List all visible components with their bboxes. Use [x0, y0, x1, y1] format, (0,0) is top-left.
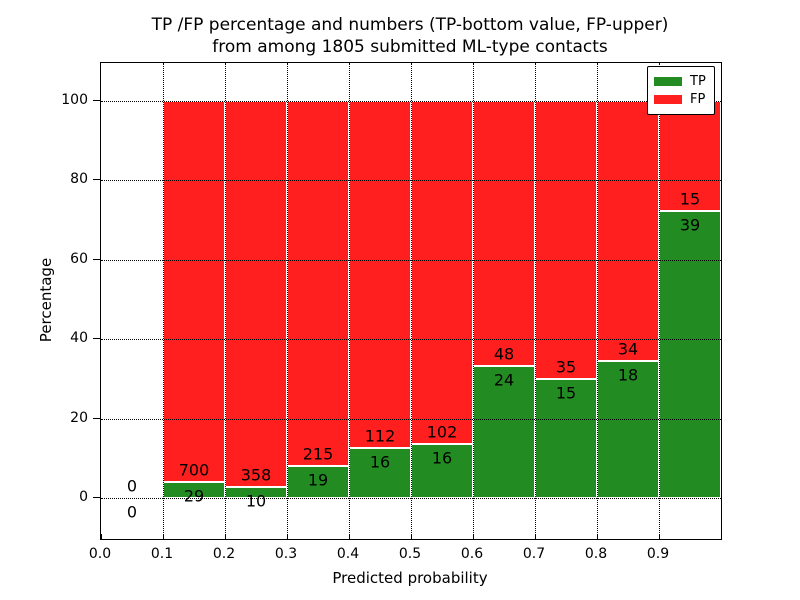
y-gridline [101, 180, 721, 182]
x-tick-label: 0.7 [522, 546, 546, 562]
fp-bar-segment [225, 101, 287, 488]
fp-count-label: 35 [555, 357, 577, 377]
x-gridline [473, 63, 474, 539]
fp-bar-segment [349, 101, 411, 449]
x-tick [659, 534, 660, 539]
y-tick [93, 100, 100, 101]
x-tick-label: 0.1 [150, 546, 174, 562]
tp-count-label: 16 [431, 448, 453, 468]
y-gridline [101, 418, 721, 420]
x-tick-label: 0.3 [274, 546, 298, 562]
y-tick-label: 100 [61, 92, 88, 108]
fp-bar-segment [473, 101, 535, 366]
tp-bar-segment [287, 465, 349, 498]
x-tick [163, 534, 164, 539]
tp-count-label: 0 [126, 502, 138, 522]
y-tick [93, 417, 100, 419]
x-tick [473, 534, 474, 539]
x-gridline [287, 63, 288, 539]
y-gridline [101, 339, 721, 341]
x-tick [349, 534, 350, 539]
tp-legend-swatch [654, 76, 682, 86]
tp-count-label: 16 [369, 452, 391, 472]
fp-legend-label: FP [690, 92, 706, 108]
x-tick-label: 0.0 [88, 546, 112, 562]
x-tick-label: 0.5 [398, 546, 422, 562]
x-gridline [163, 63, 164, 539]
x-tick-label: 0.2 [212, 546, 236, 562]
y-tick-label: 0 [79, 489, 88, 505]
chart-title-line1: TP /FP percentage and numbers (TP-bottom… [151, 15, 669, 35]
x-gridline [225, 63, 226, 539]
y-tick [93, 338, 100, 340]
y-gridline [101, 259, 721, 261]
plot-area: 0 0 700 29 358 10 215 19 112 16 102 16 48 24 35 15 34 18 1… [100, 62, 722, 540]
fp-count-label: 215 [302, 444, 334, 464]
x-tick [225, 534, 226, 539]
tp-count-label: 18 [617, 365, 639, 385]
y-gridline [101, 101, 721, 102]
y-tick-label: 60 [70, 250, 88, 267]
x-gridline [597, 63, 598, 539]
fp-count-label: 700 [178, 460, 210, 480]
x-tick-label: 0.4 [336, 546, 360, 562]
x-tick [411, 534, 412, 539]
fp-count-label: 358 [240, 465, 272, 485]
tp-bar-segment [349, 448, 411, 498]
x-gridline [535, 63, 536, 539]
x-tick [101, 534, 102, 539]
y-tick [93, 179, 100, 181]
x-axis-label: Predicted probability [332, 569, 488, 587]
y-tick-label: 40 [70, 330, 88, 347]
tp-count-label: 24 [493, 370, 515, 390]
tp-count-label: 19 [307, 470, 329, 490]
x-gridline [411, 63, 412, 539]
fp-count-label: 34 [617, 339, 639, 359]
fp-count-label: 0 [126, 476, 138, 496]
legend: TP FP [647, 66, 715, 115]
x-tick [597, 534, 598, 539]
y-tick-label: 80 [70, 171, 88, 188]
fp-count-label: 112 [364, 426, 396, 446]
fp-bar-segment [287, 101, 349, 466]
legend-row-fp: FP [654, 93, 708, 106]
tp-legend-label: TP [690, 73, 706, 89]
x-tick-label: 0.9 [646, 546, 670, 562]
fp-count-label: 48 [493, 344, 515, 364]
fp-count-label: 15 [679, 189, 701, 209]
y-tick-label: 20 [70, 409, 88, 426]
chart-title-line2: from among 1805 submitted ML-type contac… [212, 37, 608, 57]
x-tick [535, 534, 536, 539]
tp-count-label: 15 [555, 383, 577, 403]
fp-bar-segment [535, 101, 597, 379]
fp-bar-segment [597, 101, 659, 361]
x-tick [287, 534, 288, 539]
x-gridline [659, 63, 660, 539]
y-tick [93, 497, 100, 498]
y-gridline [101, 498, 721, 499]
x-gridline [349, 63, 350, 539]
fp-legend-swatch [654, 95, 682, 105]
legend-row-tp: TP [654, 75, 708, 88]
tp-count-label: 39 [679, 215, 701, 235]
y-tick [93, 258, 100, 260]
tp-count-label: 10 [245, 491, 267, 511]
tp-count-label: 29 [183, 486, 205, 506]
tp-bar-segment [659, 211, 721, 498]
x-tick-label: 0.6 [460, 546, 484, 562]
x-tick-label: 0.8 [584, 546, 608, 562]
fp-count-label: 102 [426, 422, 458, 442]
fp-bar-segment [411, 101, 473, 445]
fp-bar-segment [163, 101, 225, 483]
